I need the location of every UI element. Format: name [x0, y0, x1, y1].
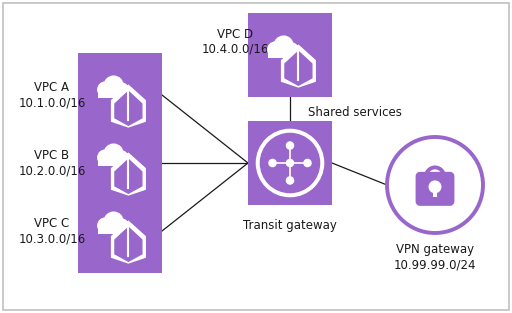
- Circle shape: [115, 83, 128, 96]
- Circle shape: [115, 151, 128, 164]
- Circle shape: [98, 82, 113, 97]
- Circle shape: [286, 177, 293, 184]
- Circle shape: [304, 159, 311, 167]
- Text: VPC C
10.3.0.0/16: VPC C 10.3.0.0/16: [18, 217, 86, 245]
- Polygon shape: [112, 85, 145, 127]
- Text: VPN gateway
10.99.99.0/24: VPN gateway 10.99.99.0/24: [394, 243, 476, 271]
- Circle shape: [269, 159, 276, 167]
- Circle shape: [104, 76, 123, 95]
- Text: Shared services: Shared services: [308, 105, 402, 119]
- FancyBboxPatch shape: [433, 190, 437, 197]
- Circle shape: [286, 142, 293, 149]
- Circle shape: [261, 133, 319, 192]
- FancyBboxPatch shape: [78, 121, 162, 205]
- FancyBboxPatch shape: [98, 90, 127, 98]
- FancyBboxPatch shape: [98, 158, 127, 166]
- Text: Transit gateway: Transit gateway: [243, 219, 337, 232]
- Polygon shape: [115, 159, 142, 193]
- Polygon shape: [285, 51, 312, 85]
- Circle shape: [104, 144, 123, 163]
- FancyBboxPatch shape: [268, 50, 297, 58]
- Text: VPC B
10.2.0.0/16: VPC B 10.2.0.0/16: [18, 149, 86, 177]
- Polygon shape: [115, 227, 142, 261]
- Circle shape: [429, 181, 441, 192]
- Text: VPC A
10.1.0.0/16: VPC A 10.1.0.0/16: [18, 81, 86, 109]
- FancyBboxPatch shape: [417, 173, 453, 204]
- FancyBboxPatch shape: [78, 189, 162, 273]
- Circle shape: [98, 150, 113, 165]
- Circle shape: [274, 36, 293, 55]
- Polygon shape: [282, 45, 315, 87]
- FancyBboxPatch shape: [248, 13, 332, 97]
- Polygon shape: [115, 91, 142, 125]
- Circle shape: [104, 212, 123, 231]
- Circle shape: [98, 218, 113, 233]
- Text: VPC D
10.4.0.0/16: VPC D 10.4.0.0/16: [201, 28, 269, 56]
- Polygon shape: [112, 221, 145, 263]
- Circle shape: [115, 219, 128, 232]
- Circle shape: [257, 129, 324, 197]
- Circle shape: [285, 43, 298, 56]
- Circle shape: [268, 42, 283, 57]
- Circle shape: [286, 159, 293, 167]
- FancyBboxPatch shape: [248, 121, 332, 205]
- FancyBboxPatch shape: [98, 226, 127, 234]
- FancyBboxPatch shape: [78, 53, 162, 137]
- Polygon shape: [112, 153, 145, 195]
